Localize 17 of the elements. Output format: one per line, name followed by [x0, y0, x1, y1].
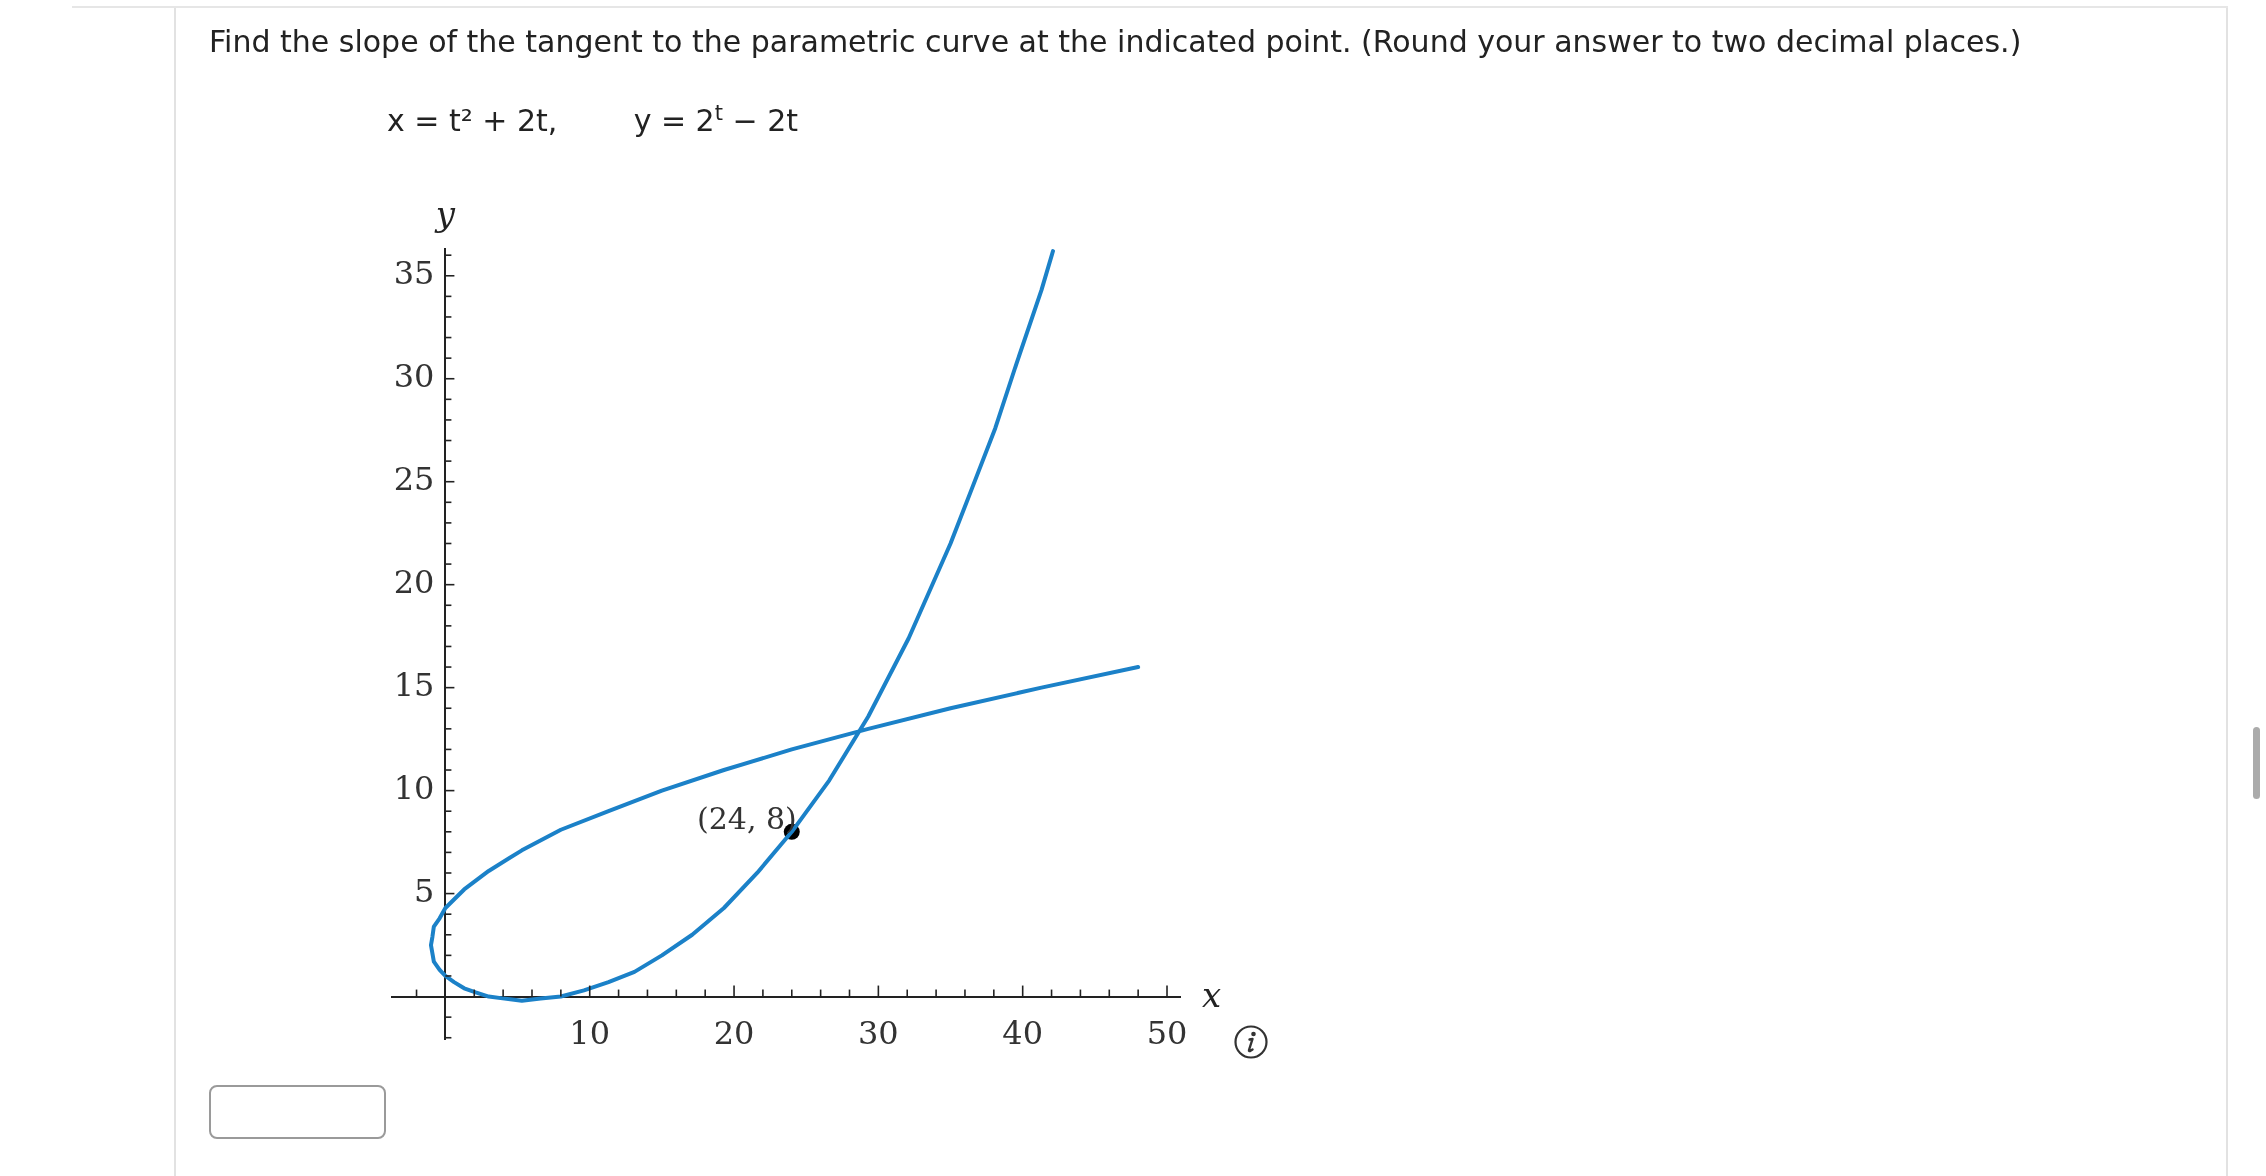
- y-tick-label: 15: [393, 665, 435, 704]
- chart-subtitle: x = t² + 2t, y = 2$^{t}$ − 2t: [387, 101, 798, 139]
- y-tick-label: 30: [393, 357, 435, 396]
- x-tick-label: 30: [858, 1014, 899, 1053]
- y-tick-label: 20: [393, 562, 435, 601]
- annotation: (24, 8): [697, 800, 797, 836]
- x-tick-label: 10: [569, 1014, 611, 1053]
- y-axis-title: y: [433, 193, 456, 234]
- y-tick-label: 35: [393, 254, 435, 293]
- x-tick-label: 40: [1002, 1014, 1044, 1053]
- x-tick-label: 20: [713, 1014, 755, 1053]
- y-tick-label: 25: [393, 460, 435, 499]
- x-axis-title: x: [1202, 975, 1222, 1016]
- y-tick-label: 5: [414, 871, 435, 910]
- y-tick-label: 10: [393, 768, 435, 807]
- chart-title: Find the slope of the tangent to the parametric curve at the indicated point. (Round your answer to two decimal places.): [209, 24, 2022, 60]
- x-tick-label: 50: [1146, 1014, 1188, 1053]
